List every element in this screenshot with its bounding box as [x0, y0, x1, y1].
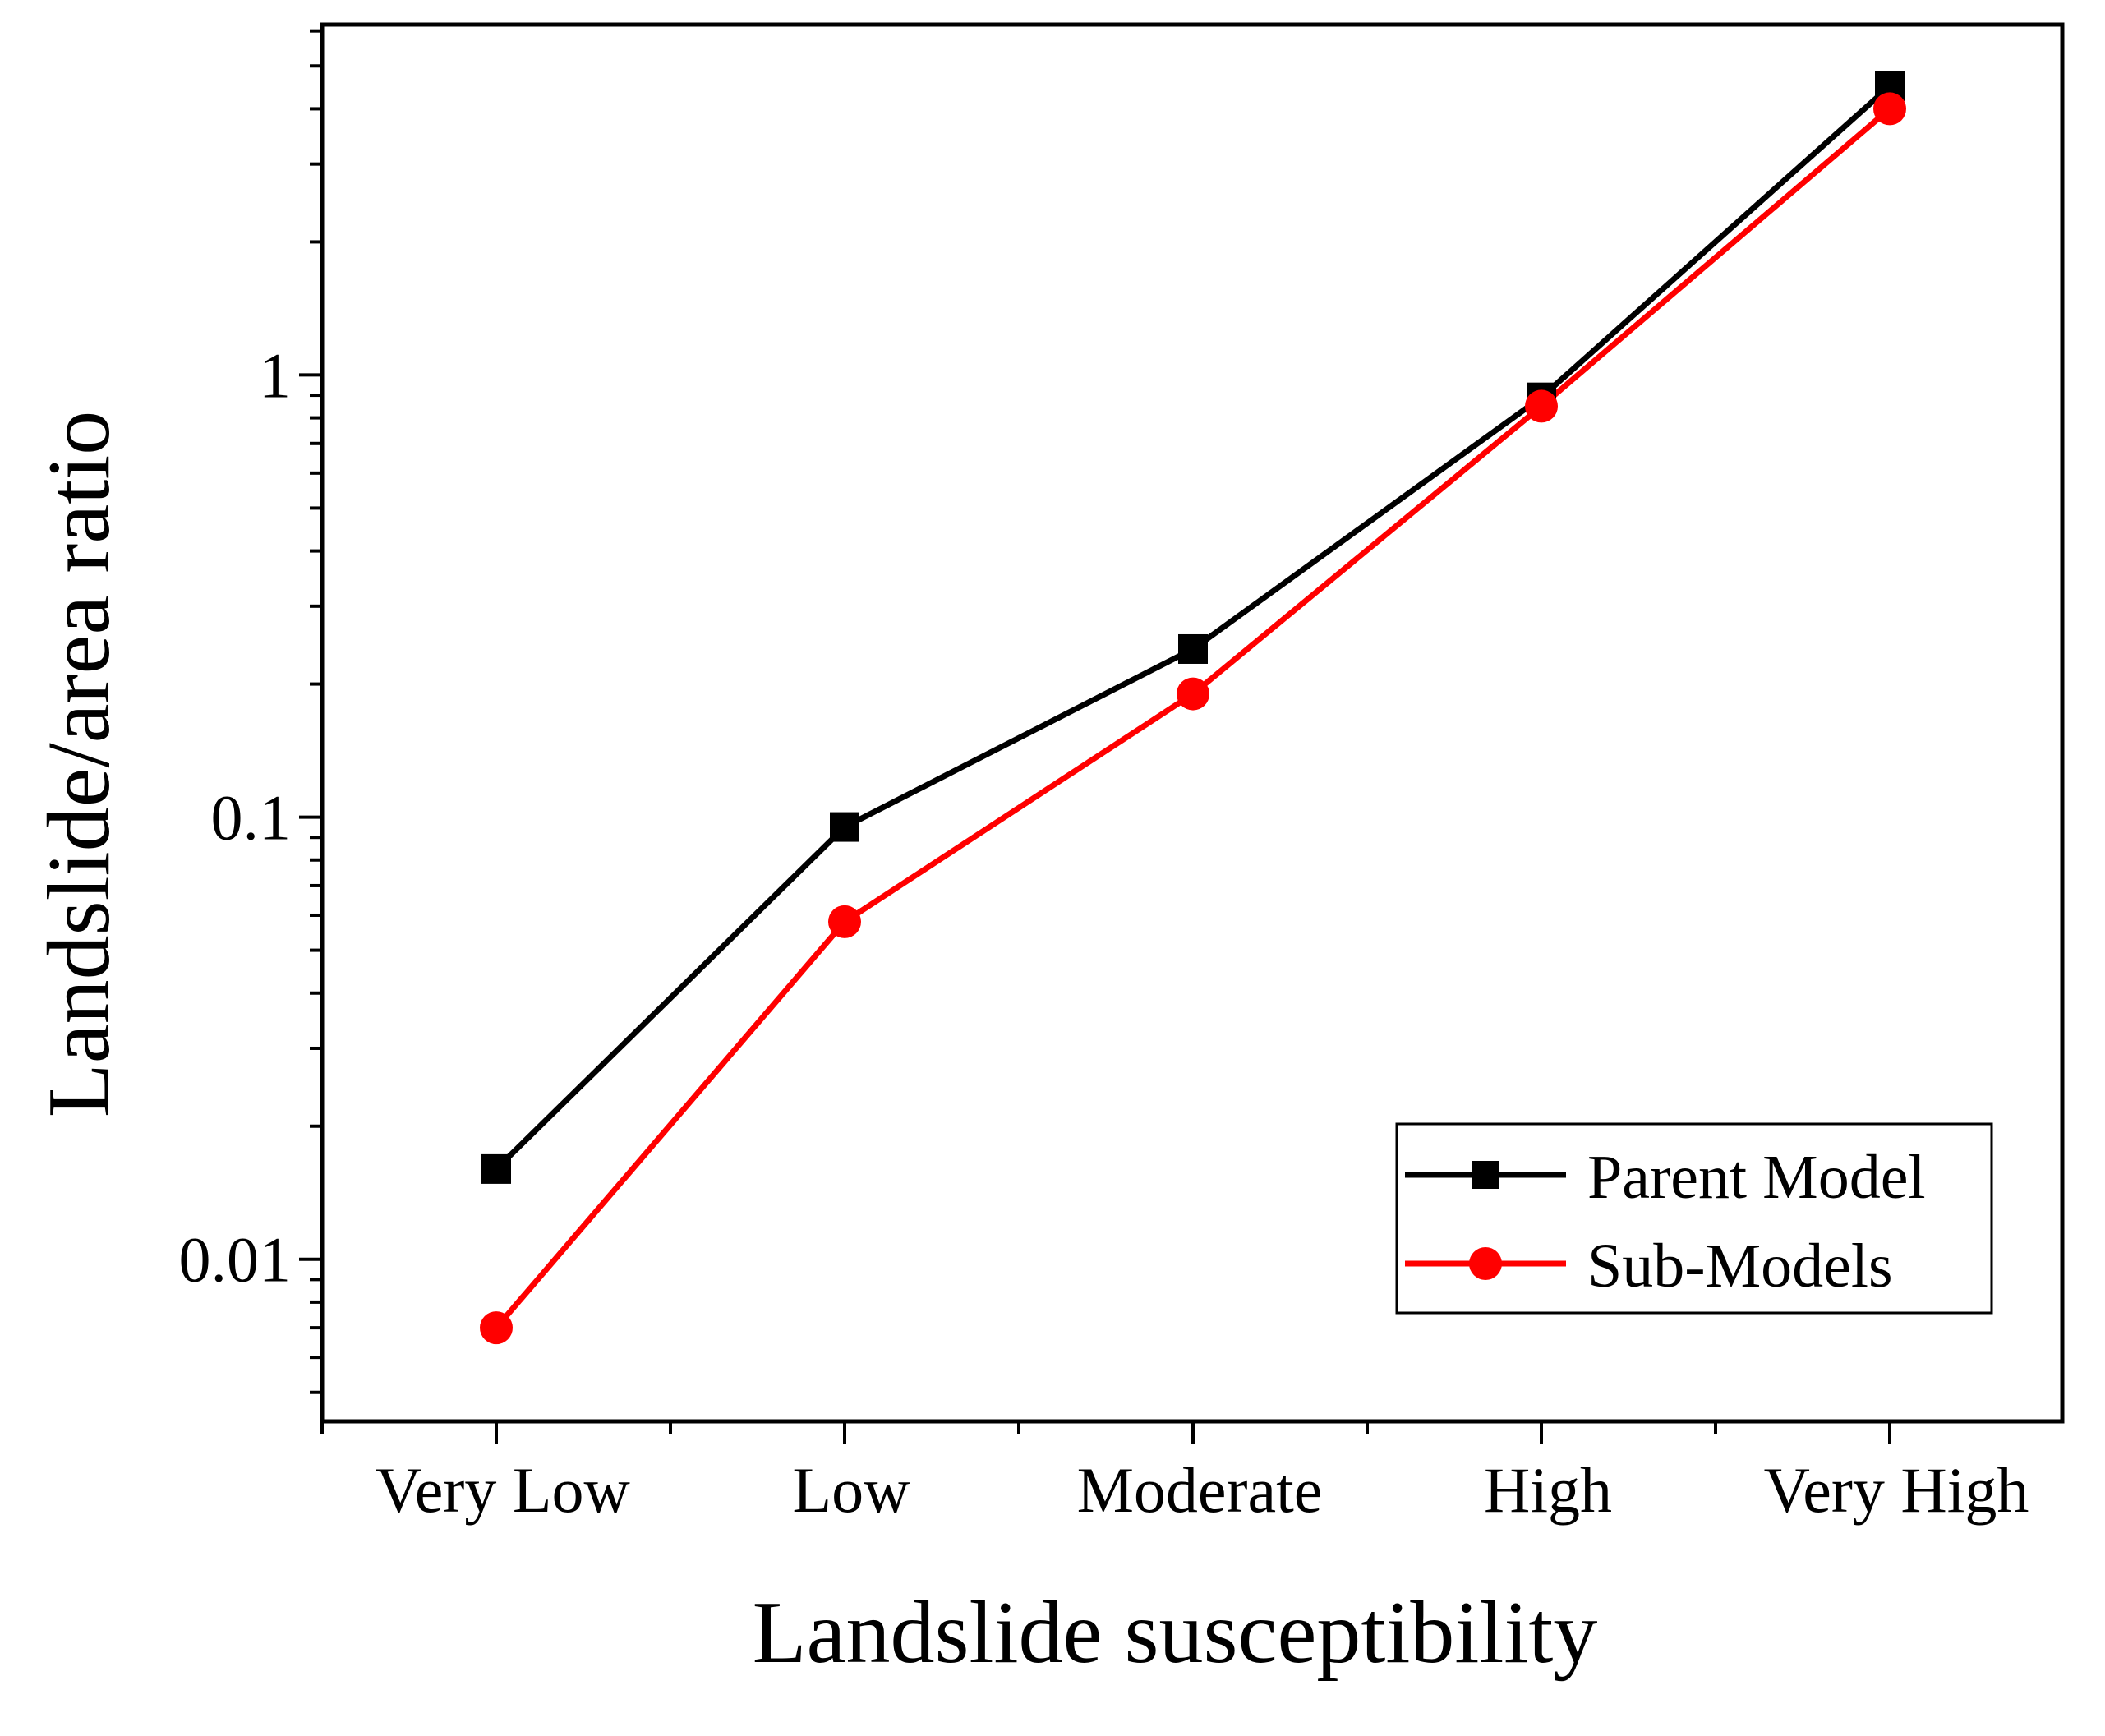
- x-axis-label: Landslide susceptibility: [753, 1584, 1598, 1682]
- legend-marker-square-icon: [1472, 1161, 1499, 1189]
- data-point-parent-model: [1178, 633, 1208, 664]
- y-tick-label: 1: [259, 339, 291, 411]
- data-point-sub-models: [1525, 389, 1558, 423]
- data-point-parent-model: [481, 1153, 511, 1184]
- data-point-sub-models: [828, 905, 861, 938]
- x-tick-label: High: [1484, 1454, 1612, 1526]
- data-point-sub-models: [1873, 92, 1906, 126]
- legend: Parent Model Sub-Models: [1395, 1122, 1993, 1315]
- x-axis: Very Low Low Moderate High Very High: [320, 1421, 2029, 1526]
- x-tick-label: Moderate: [1077, 1454, 1323, 1526]
- legend-label-sub-models: Sub-Models: [1587, 1232, 1893, 1301]
- data-point-sub-models: [480, 1311, 513, 1345]
- y-axis: 0.01 0.1 1: [179, 29, 322, 1394]
- data-point-parent-model: [830, 812, 859, 842]
- legend-marker-circle-icon: [1469, 1247, 1502, 1280]
- series-line-parent-model: [494, 84, 1892, 1172]
- legend-label-parent-model: Parent Model: [1587, 1143, 1926, 1212]
- y-axis-label: Landslide/area ratio: [30, 411, 128, 1118]
- x-tick-label: Low: [793, 1454, 910, 1526]
- data-point-sub-models: [1177, 677, 1209, 711]
- legend-item-parent-model: Parent Model: [1405, 1143, 1926, 1212]
- series-layer: [480, 71, 1906, 1345]
- legend-box: [1395, 1122, 1993, 1315]
- legend-item-sub-models: Sub-Models: [1405, 1232, 1893, 1301]
- x-tick-label: Very Low: [375, 1454, 630, 1526]
- y-tick-label: 0.1: [211, 782, 292, 854]
- y-tick-label: 0.01: [179, 1224, 292, 1296]
- x-tick-label: Very High: [1764, 1454, 2029, 1526]
